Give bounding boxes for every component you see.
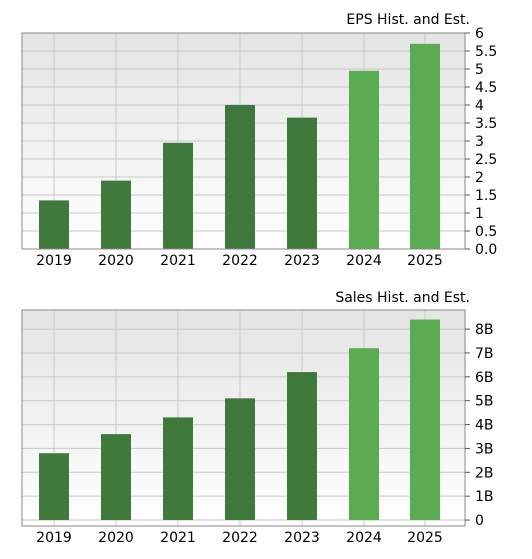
y-tick-label: 4 — [475, 98, 484, 114]
bar-2024 — [349, 70, 379, 249]
x-tick-label: 2025 — [407, 253, 443, 269]
x-tick-label: 2025 — [407, 530, 443, 546]
chart-eps: EPS Hist. and Est. 0.0 0.5 1 1.5 2 2.5 3 3.5 4 4.5… — [21, 12, 497, 269]
y-tick-label: 2B — [475, 465, 494, 481]
bar-2025 — [410, 319, 440, 521]
bar-2020 — [101, 434, 131, 521]
y-tick-label: 7B — [475, 346, 494, 362]
chart-title: EPS Hist. and Est. — [346, 12, 470, 28]
bar-2021 — [163, 417, 193, 521]
y-tick-label: 6 — [475, 26, 484, 42]
bar-2023 — [287, 117, 317, 249]
bar-2019 — [39, 200, 69, 249]
y-tick-label: 0.5 — [475, 224, 497, 240]
x-tick-label: 2024 — [346, 253, 382, 269]
y-tick-label: 1.5 — [475, 188, 497, 204]
y-tick-label: 5.5 — [475, 44, 497, 60]
plot-border — [21, 309, 466, 527]
y-tick-label: 2.5 — [475, 152, 497, 168]
y-tick-label: 2 — [475, 170, 484, 186]
x-tick-label: 2020 — [98, 530, 134, 546]
y-tick-label: 3B — [475, 441, 494, 457]
y-tick-label: 5 — [475, 62, 484, 78]
y-tick-label: 5B — [475, 394, 494, 410]
chart-title: Sales Hist. and Est. — [335, 290, 470, 306]
x-tick-label: 2021 — [160, 530, 196, 546]
x-tick-label: 2022 — [222, 530, 258, 546]
y-tick-label: 3.5 — [475, 116, 497, 132]
bar-2023 — [287, 372, 317, 521]
y-tick-label: 0 — [475, 513, 484, 529]
x-tick-label: 2024 — [346, 530, 382, 546]
x-tick-label: 2022 — [222, 253, 258, 269]
bar-2022 — [225, 398, 255, 521]
bar-2019 — [39, 453, 69, 521]
y-tick-label: 3 — [475, 134, 484, 150]
bar-2021 — [163, 142, 193, 249]
x-tick-label: 2020 — [98, 253, 134, 269]
y-tick-label: 8B — [475, 322, 494, 338]
x-tick-label: 2021 — [160, 253, 196, 269]
bar-2024 — [349, 348, 379, 521]
bar-2022 — [225, 105, 255, 249]
x-tick-label: 2019 — [36, 530, 72, 546]
bar-2025 — [410, 43, 440, 249]
bar-2020 — [101, 180, 131, 249]
y-tick-label: 1B — [475, 489, 494, 505]
y-tick-label: 4B — [475, 418, 494, 434]
x-tick-label: 2023 — [284, 530, 320, 546]
y-tick-label: 6B — [475, 370, 494, 386]
y-tick-label: 1 — [475, 206, 484, 222]
y-tick-label: 0.0 — [475, 242, 497, 258]
y-tick-label: 4.5 — [475, 80, 497, 96]
chart-sales: Sales Hist. and Est. 0 1B 2B 3B 4B 5B 6B 7B 8B 201… — [21, 290, 494, 546]
x-tick-label: 2023 — [284, 253, 320, 269]
x-tick-label: 2019 — [36, 253, 72, 269]
